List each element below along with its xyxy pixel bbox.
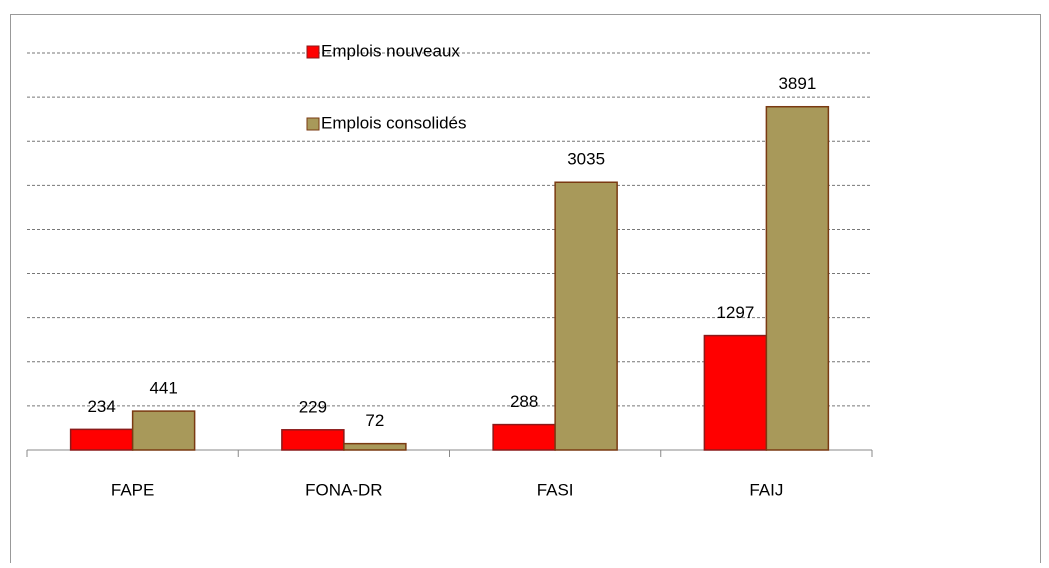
- x-tick-label: FAIJ: [749, 480, 783, 499]
- bar: [281, 429, 345, 451]
- x-tick-label: FONA-DR: [305, 480, 382, 499]
- value-label: 3891: [778, 74, 816, 93]
- value-label: 3035: [567, 150, 605, 169]
- value-label: 229: [299, 397, 327, 416]
- bar: [343, 442, 407, 451]
- value-label: 72: [365, 411, 384, 430]
- legend-label: Emplois consolidés: [321, 113, 467, 132]
- x-tick-label: FASI: [537, 480, 574, 499]
- bar: [69, 428, 134, 451]
- legend-label: Emplois nouveaux: [321, 41, 460, 60]
- legend-swatch: [306, 45, 320, 59]
- value-label: 1297: [716, 303, 754, 322]
- chart-frame: [10, 14, 1041, 568]
- value-label: 288: [510, 392, 538, 411]
- x-tick-label: FAPE: [111, 480, 154, 499]
- value-label: 441: [149, 379, 177, 398]
- bar: [765, 105, 830, 451]
- bar: [131, 410, 196, 451]
- bar: [554, 181, 618, 451]
- bar: [703, 334, 768, 451]
- value-label: 234: [87, 397, 115, 416]
- legend-swatch: [306, 117, 320, 131]
- bar: [492, 423, 556, 451]
